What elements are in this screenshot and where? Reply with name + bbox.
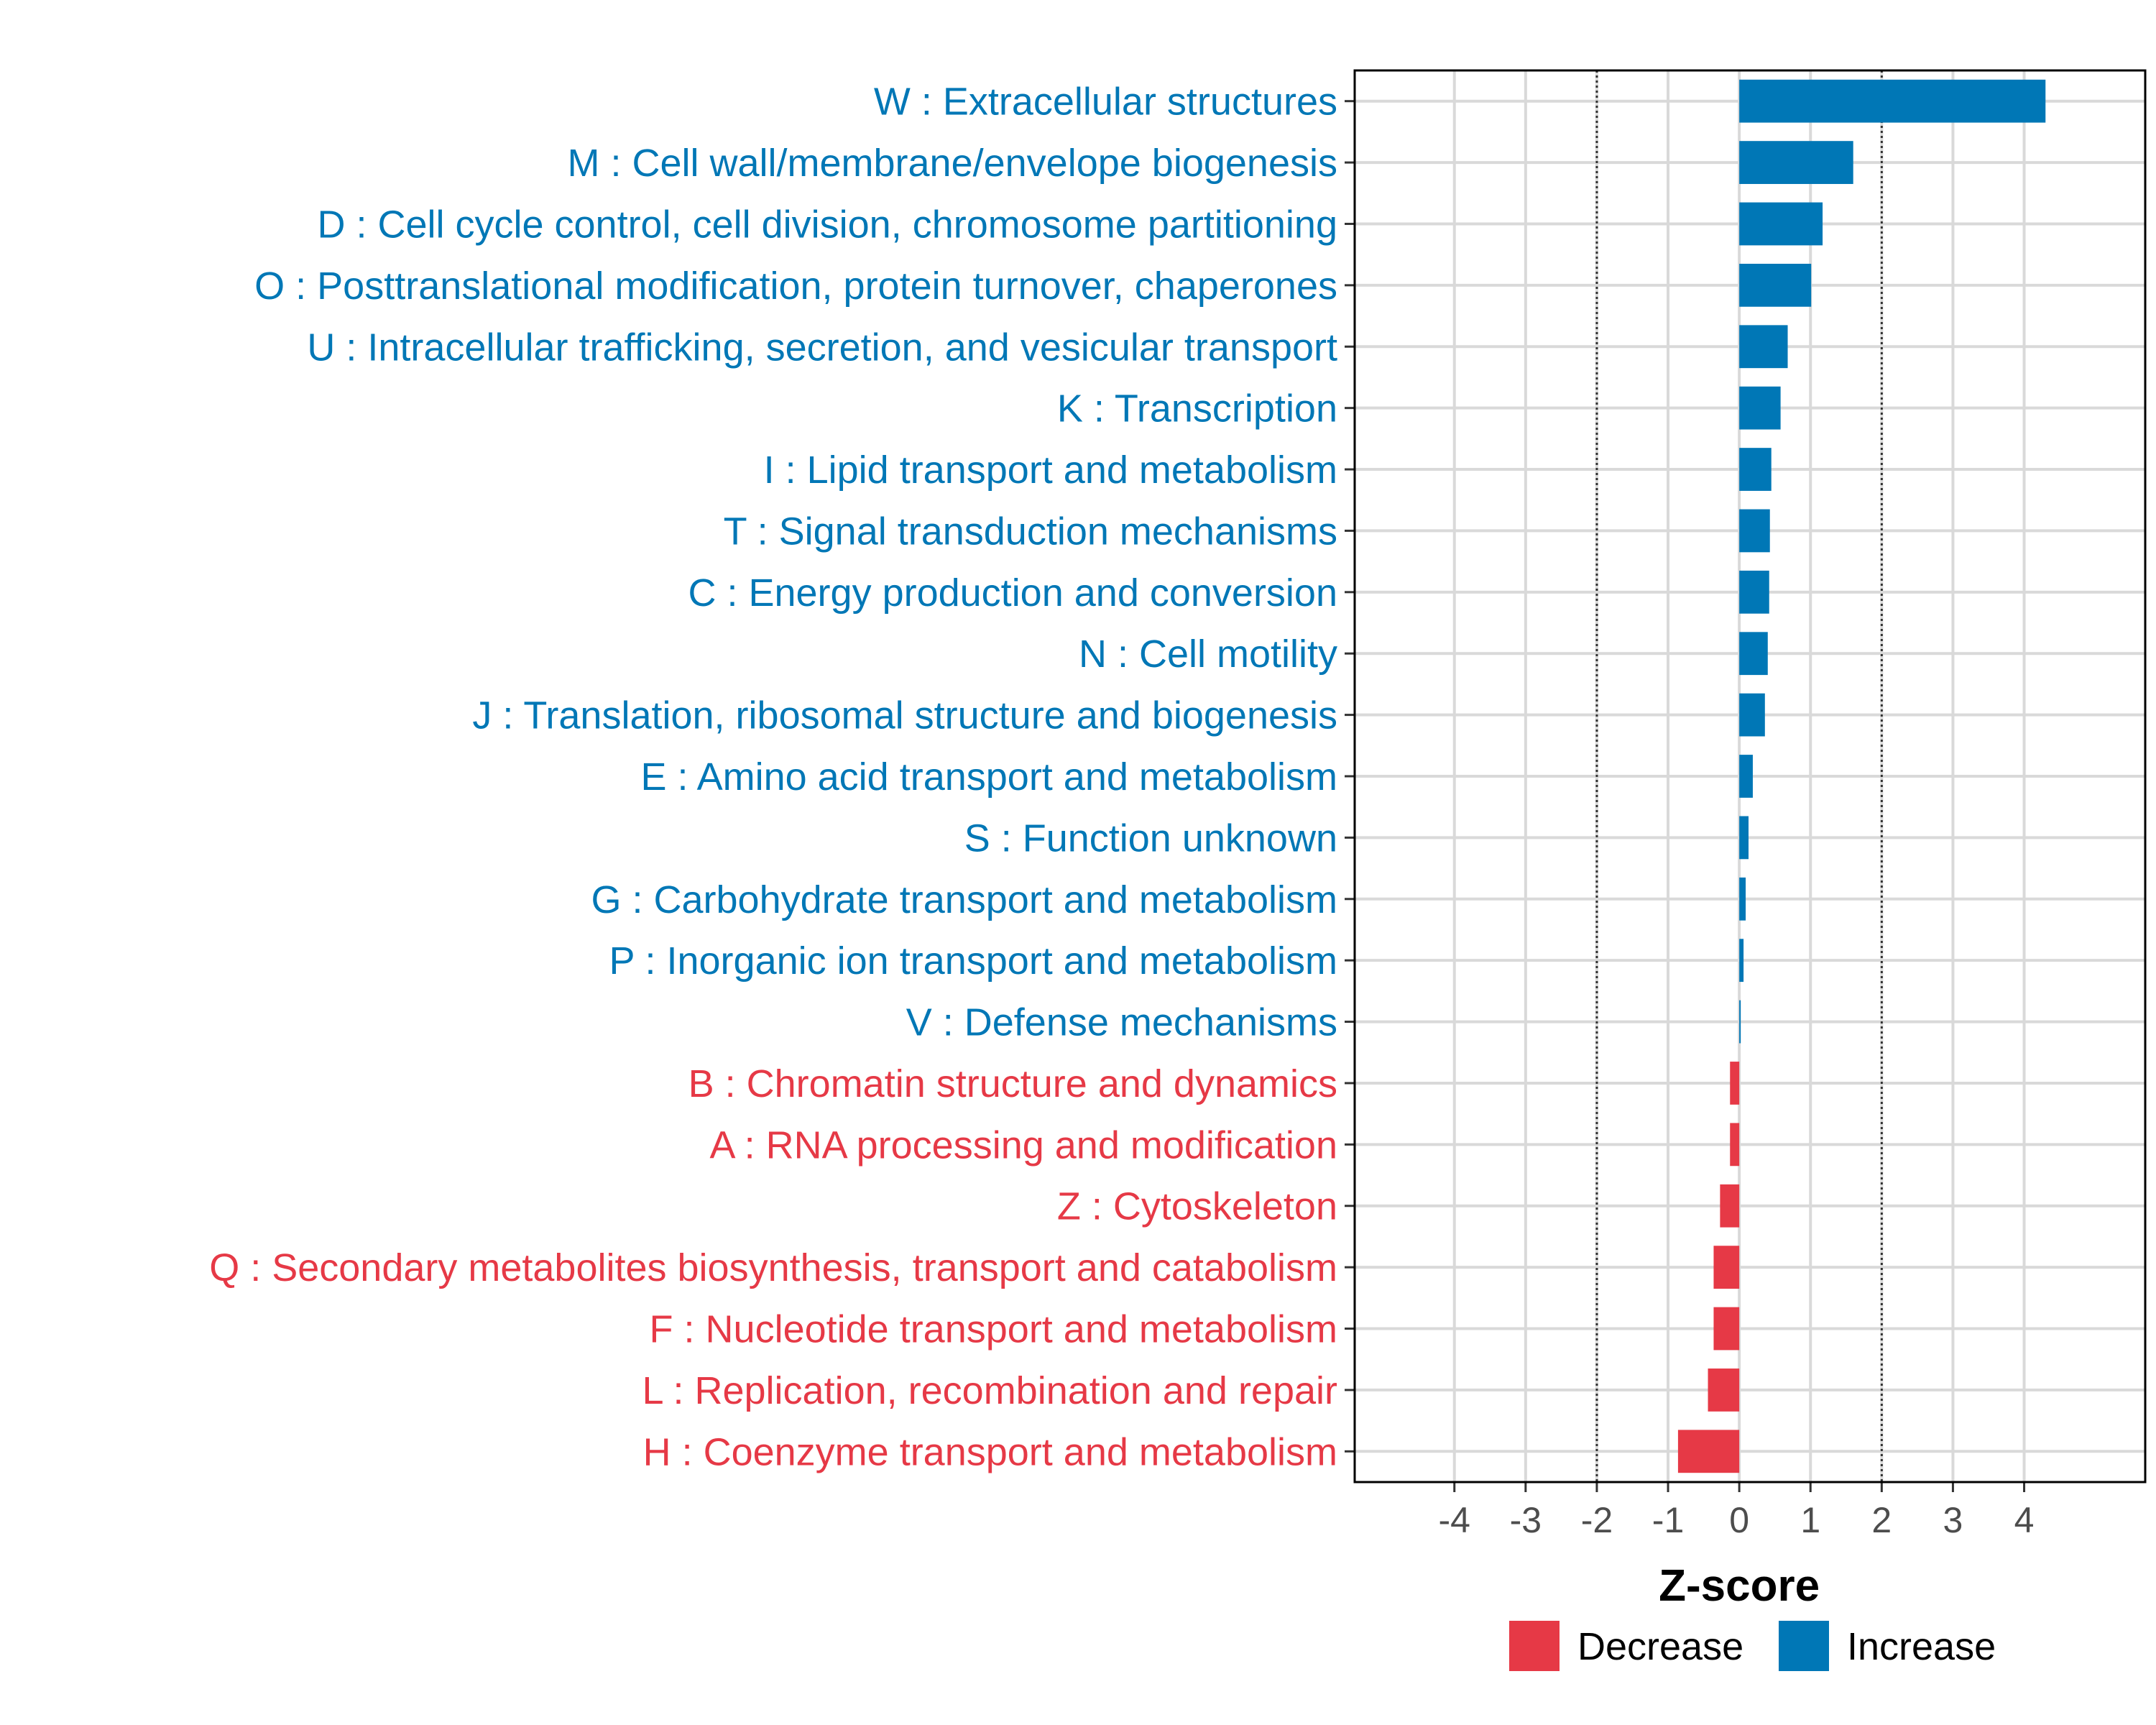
legend: Decrease Increase: [1509, 1621, 1996, 1671]
bar-k: [1739, 386, 1781, 430]
category-label: O : Posttranslational modification, prot…: [254, 264, 1337, 308]
bar-b: [1730, 1062, 1740, 1105]
legend-swatch-decrease: [1509, 1621, 1560, 1671]
category-label: L : Replication, recombination and repai…: [642, 1369, 1337, 1412]
plot-panel-border: [1353, 69, 2147, 1484]
bar-c: [1739, 570, 1769, 614]
category-label: U : Intracellular trafficking, secretion…: [307, 326, 1337, 369]
x-axis-title: Z-score: [1659, 1561, 1820, 1611]
bar-d: [1739, 202, 1823, 246]
bar-h: [1677, 1430, 1740, 1473]
x-tick-label: -2: [1581, 1500, 1613, 1540]
x-tick-label: -4: [1439, 1500, 1470, 1540]
bar-s: [1739, 816, 1749, 860]
x-tick-label: 0: [1729, 1500, 1749, 1540]
category-label: S : Function unknown: [964, 816, 1337, 860]
category-label: Q : Secondary metabolites biosynthesis, …: [209, 1246, 1337, 1289]
category-label: G : Carbohydrate transport and metabolis…: [591, 878, 1338, 921]
category-label: C : Energy production and conversion: [688, 571, 1337, 615]
category-labels: W : Extracellular structures M : Cell wal…: [209, 80, 1337, 1474]
x-tick-label: -1: [1652, 1500, 1684, 1540]
bar-u: [1739, 325, 1788, 369]
category-label: A : RNA processing and modification: [710, 1123, 1337, 1167]
category-label: D : Cell cycle control, cell division, c…: [317, 203, 1337, 246]
bar-a: [1730, 1123, 1740, 1167]
bar-v: [1739, 1000, 1741, 1044]
bars-layer: [1677, 79, 2046, 1473]
bar-f: [1713, 1307, 1740, 1351]
category-label: T : Signal transduction mechanisms: [724, 510, 1337, 553]
bar-l: [1708, 1368, 1740, 1412]
bar-t: [1739, 509, 1770, 553]
bar-o: [1739, 263, 1812, 307]
category-label: J : Translation, ribosomal structure and…: [472, 694, 1337, 737]
category-label: H : Coenzyme transport and metabolism: [643, 1430, 1337, 1473]
legend-label-increase: Increase: [1847, 1625, 1996, 1668]
category-label: P : Inorganic ion transport and metaboli…: [609, 939, 1337, 983]
bar-i: [1739, 448, 1772, 491]
category-label: K : Transcription: [1057, 387, 1337, 431]
legend-swatch-increase: [1779, 1621, 1829, 1671]
bar-w: [1739, 79, 2046, 123]
x-tick-label: 1: [1800, 1500, 1820, 1540]
bar-e: [1739, 755, 1753, 798]
category-label: M : Cell wall/membrane/envelope biogenes…: [567, 142, 1337, 185]
category-label: W : Extracellular structures: [874, 80, 1337, 124]
x-tick-label: 2: [1871, 1500, 1892, 1540]
bar-p: [1739, 939, 1744, 983]
bar-g: [1739, 877, 1746, 921]
category-label: E : Amino acid transport and metabolism: [641, 755, 1337, 799]
legend-label-decrease: Decrease: [1577, 1625, 1743, 1668]
category-label: V : Defense mechanisms: [906, 1001, 1337, 1044]
x-tick-label: 3: [1943, 1500, 1963, 1540]
x-axis-ticks: -4 -3 -2 -1 0 1 2 3 4: [1345, 100, 2035, 1540]
category-label: B : Chromatin structure and dynamics: [688, 1062, 1337, 1105]
bar-j: [1739, 693, 1765, 737]
category-label: F : Nucleotide transport and metabolism: [650, 1308, 1337, 1351]
x-tick-label: 4: [2014, 1500, 2035, 1540]
category-label: I : Lipid transport and metabolism: [764, 448, 1337, 492]
category-label: N : Cell motility: [1079, 632, 1337, 676]
x-tick-label: -3: [1510, 1500, 1542, 1540]
bar-n: [1739, 632, 1768, 676]
bar-m: [1739, 141, 1853, 184]
bar-q: [1713, 1246, 1740, 1289]
bar-z: [1720, 1184, 1740, 1228]
category-label: Z : Cytoskeleton: [1057, 1185, 1337, 1228]
